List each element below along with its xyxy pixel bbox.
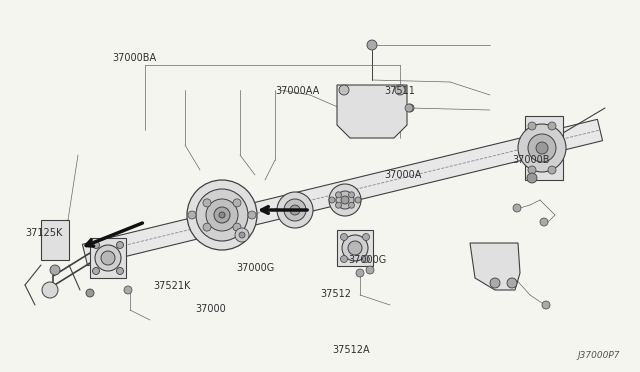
- Circle shape: [233, 223, 241, 231]
- Bar: [337, 230, 373, 266]
- Circle shape: [335, 202, 342, 208]
- Circle shape: [528, 134, 556, 162]
- Text: 37000B: 37000B: [512, 155, 550, 165]
- Polygon shape: [337, 85, 407, 138]
- Bar: [90, 238, 126, 278]
- Circle shape: [95, 245, 121, 271]
- Circle shape: [548, 166, 556, 174]
- Text: 37512A: 37512A: [333, 345, 371, 355]
- Circle shape: [348, 241, 362, 255]
- Circle shape: [518, 124, 566, 172]
- Circle shape: [335, 192, 342, 198]
- Text: 37521K: 37521K: [154, 282, 191, 291]
- Text: 37000: 37000: [195, 304, 226, 314]
- Circle shape: [235, 228, 249, 242]
- Circle shape: [340, 256, 348, 263]
- Circle shape: [355, 197, 361, 203]
- Circle shape: [290, 205, 300, 215]
- Circle shape: [187, 180, 257, 250]
- Circle shape: [233, 199, 241, 207]
- Circle shape: [93, 267, 99, 275]
- Circle shape: [362, 256, 369, 263]
- Circle shape: [406, 104, 414, 112]
- Circle shape: [339, 85, 349, 95]
- Circle shape: [349, 192, 355, 198]
- Circle shape: [395, 85, 405, 95]
- Circle shape: [214, 207, 230, 223]
- Circle shape: [203, 223, 211, 231]
- Text: 37000G: 37000G: [237, 263, 275, 273]
- Circle shape: [490, 278, 500, 288]
- Text: 37000AA: 37000AA: [275, 86, 319, 96]
- Circle shape: [203, 199, 211, 207]
- Circle shape: [101, 251, 115, 265]
- Circle shape: [362, 234, 369, 241]
- Circle shape: [356, 269, 364, 277]
- Circle shape: [219, 212, 225, 218]
- Circle shape: [540, 218, 548, 226]
- Circle shape: [42, 282, 58, 298]
- Text: 37000A: 37000A: [384, 170, 421, 180]
- Circle shape: [329, 184, 361, 216]
- Circle shape: [86, 289, 94, 297]
- Text: 37511: 37511: [384, 86, 415, 96]
- Circle shape: [93, 241, 99, 248]
- Circle shape: [124, 286, 132, 294]
- Circle shape: [239, 232, 245, 238]
- Text: 37000BA: 37000BA: [112, 53, 156, 62]
- Circle shape: [528, 166, 536, 174]
- Circle shape: [342, 235, 368, 261]
- Circle shape: [513, 204, 521, 212]
- Circle shape: [405, 104, 413, 112]
- Circle shape: [116, 267, 124, 275]
- Circle shape: [206, 199, 238, 231]
- Circle shape: [536, 142, 548, 154]
- Text: 37125K: 37125K: [26, 228, 63, 237]
- Circle shape: [196, 189, 248, 241]
- Circle shape: [367, 40, 377, 50]
- Bar: [525, 116, 563, 180]
- Circle shape: [188, 211, 196, 219]
- Polygon shape: [83, 119, 603, 266]
- Circle shape: [248, 211, 256, 219]
- Text: 37512: 37512: [320, 289, 351, 299]
- Circle shape: [336, 191, 354, 209]
- Circle shape: [528, 122, 536, 130]
- Circle shape: [284, 199, 306, 221]
- Circle shape: [277, 192, 313, 228]
- Circle shape: [542, 301, 550, 309]
- Circle shape: [349, 202, 355, 208]
- Polygon shape: [470, 243, 520, 290]
- Circle shape: [548, 122, 556, 130]
- Circle shape: [50, 265, 60, 275]
- Circle shape: [507, 278, 517, 288]
- Circle shape: [341, 196, 349, 204]
- Text: 37000G: 37000G: [349, 256, 387, 265]
- Text: J37000P7: J37000P7: [577, 351, 620, 360]
- Bar: [41, 220, 69, 260]
- Circle shape: [366, 266, 374, 274]
- Circle shape: [116, 241, 124, 248]
- Circle shape: [340, 234, 348, 241]
- Circle shape: [329, 197, 335, 203]
- Circle shape: [527, 173, 537, 183]
